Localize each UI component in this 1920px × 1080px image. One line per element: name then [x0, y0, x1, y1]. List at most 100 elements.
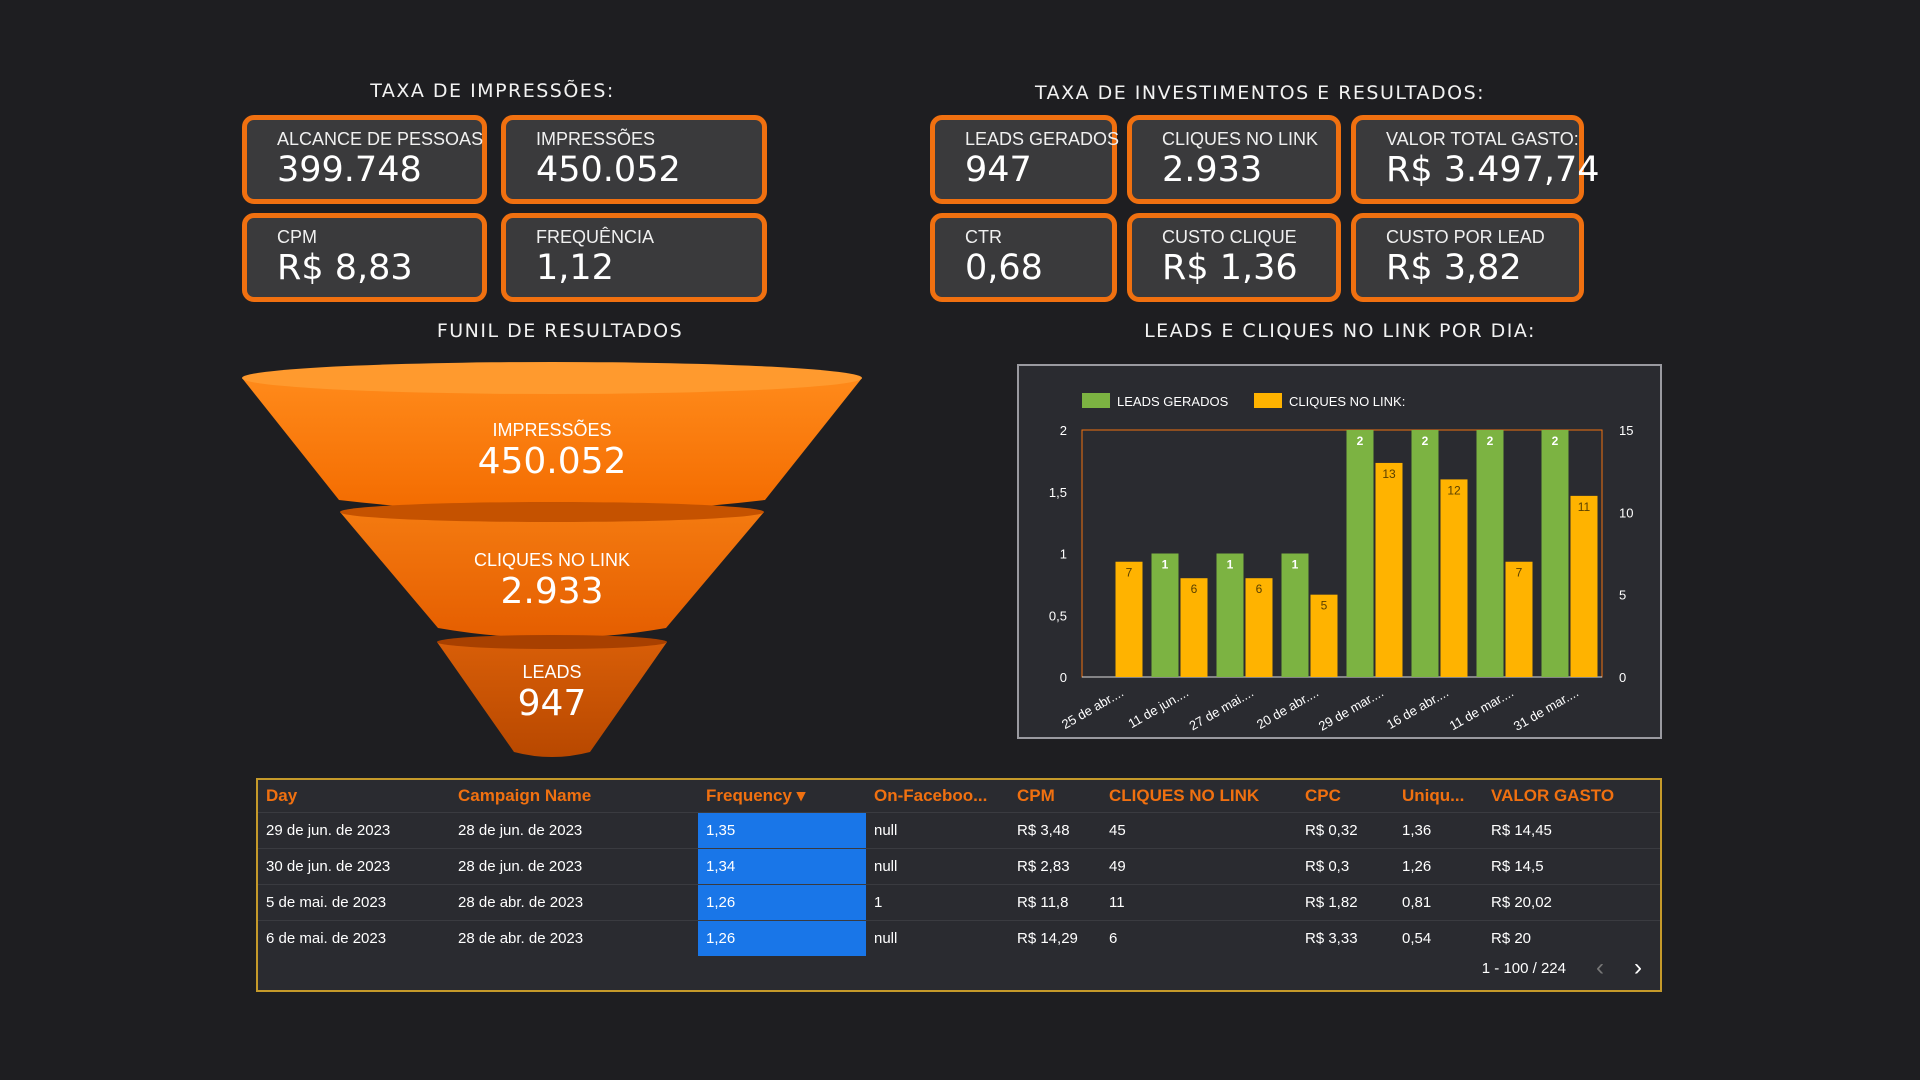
bar-cliques [1440, 479, 1468, 677]
bar-leads [1346, 430, 1374, 677]
pagination: 1 - 100 / 224 ‹ › [1482, 954, 1642, 982]
table-cell: 1 [866, 883, 1009, 920]
column-header[interactable]: Frequency ▾ [706, 785, 806, 805]
table-cell: 29 de jun. de 2023 [258, 811, 450, 848]
funnel-text-leads: LEADS 947 [412, 662, 692, 724]
bar-leads-label: 2 [1552, 434, 1559, 448]
column-header[interactable]: CLIQUES NO LINK [1109, 785, 1260, 805]
card-label: VALOR TOTAL GASTO: [1386, 129, 1579, 149]
y-left-tick-label: 0,5 [1049, 608, 1067, 623]
card-ctr: CTR 0,68 [930, 213, 1117, 302]
legend-swatch-cliques [1254, 393, 1282, 408]
bar-leads-label: 1 [1162, 558, 1169, 572]
card-label: FREQUÊNCIA [536, 227, 655, 247]
funnel-tier-impressoes [242, 378, 862, 513]
table-cell: 30 de jun. de 2023 [258, 847, 450, 884]
bar-cliques [1310, 594, 1338, 677]
bar-cliques-label: 6 [1256, 582, 1263, 596]
table-cell: R$ 14,5 [1483, 847, 1660, 884]
section-title-funil: FUNIL DE RESULTADOS [436, 320, 684, 342]
funnel-text-cliques: CLIQUES NO LINK 2.933 [412, 550, 692, 612]
bar-cliques-label: 11 [1578, 500, 1591, 514]
table-cell: 28 de abr. de 2023 [450, 919, 698, 956]
table-row[interactable]: 29 de jun. de 2023 28 de jun. de 2023 1,35… [258, 811, 1660, 848]
table-cell: 28 de jun. de 2023 [450, 847, 698, 884]
funnel-value: 2.933 [500, 571, 604, 612]
card-label: LEADS GERADOS [965, 129, 1120, 149]
table-cell: 1,26 [698, 883, 866, 920]
x-tick-label: 16 de abr.... [1384, 685, 1451, 732]
funnel-value: 450.052 [477, 441, 627, 482]
bar-cliques [1505, 561, 1533, 677]
column-header[interactable]: CPC [1305, 785, 1341, 805]
card-value: 450.052 [536, 150, 681, 190]
bar-cliques-label: 7 [1126, 566, 1133, 580]
card-frequencia: FREQUÊNCIA 1,12 [501, 213, 767, 302]
card-cliques-link: CLIQUES NO LINK 2.933 [1127, 115, 1341, 204]
card-value: 1,12 [536, 248, 614, 288]
bar-leads [1541, 430, 1569, 677]
card-label: CUSTO CLIQUE [1162, 227, 1297, 247]
campaign-table: Day Campaign Name Frequency ▾ On-Faceboo...… [256, 778, 1662, 992]
funnel-tier-leads [437, 642, 667, 757]
funnel-tier-low-rim [437, 635, 667, 649]
table-header-row: Day Campaign Name Frequency ▾ On-Faceboo...… [258, 780, 1660, 812]
next-page-icon[interactable]: › [1634, 954, 1642, 981]
column-header[interactable]: CPM [1017, 785, 1055, 805]
y-right-tick-label: 5 [1619, 588, 1626, 603]
table-cell: R$ 3,33 [1297, 919, 1394, 956]
table-row[interactable]: 5 de mai. de 2023 28 de abr. de 2023 1,26 1… [258, 883, 1660, 920]
bar-cliques [1375, 462, 1403, 677]
card-leads-gerados: LEADS GERADOS 947 [930, 115, 1120, 204]
card-value: 947 [965, 150, 1032, 190]
bar-cliques-label: 6 [1191, 582, 1198, 596]
column-header[interactable]: VALOR GASTO [1491, 785, 1615, 805]
card-value: 2.933 [1162, 150, 1263, 190]
table-cell: 1,34 [698, 847, 866, 884]
bar-cliques-label: 5 [1321, 599, 1328, 613]
column-header[interactable]: On-Faceboo... [874, 785, 988, 805]
y-left-tick-label: 0 [1060, 670, 1067, 685]
column-header[interactable]: Day [266, 785, 298, 805]
table-cell: null [866, 847, 1009, 884]
section-title-impressoes: TAXA DE IMPRESSÕES: [370, 80, 615, 102]
table-cell: R$ 0,32 [1297, 811, 1394, 848]
funnel-tier-mid-rim [340, 502, 764, 522]
table-row[interactable]: 30 de jun. de 2023 28 de jun. de 2023 1,34… [258, 847, 1660, 884]
table-cell: 28 de jun. de 2023 [450, 811, 698, 848]
card-label: CTR [965, 227, 1002, 247]
chart-svg: LEADS GERADOS CLIQUES NO LINK: 0 0,5 1 1,5 2 0 5… [1049, 393, 1633, 734]
legend-swatch-leads [1082, 393, 1110, 408]
table-row[interactable]: 6 de mai. de 2023 28 de abr. de 2023 1,26 n… [258, 919, 1660, 956]
bar-leads [1411, 430, 1439, 677]
table-cell: R$ 2,83 [1009, 847, 1101, 884]
card-value: 0,68 [965, 248, 1043, 288]
table-cell: null [866, 919, 1009, 956]
bar-cliques [1245, 578, 1273, 677]
funnel-value: 947 [517, 683, 587, 724]
table-cell: 11 [1101, 883, 1297, 920]
column-header[interactable]: Campaign Name [458, 785, 592, 805]
card-valor-total: VALOR TOTAL GASTO: R$ 3.497,74 [1351, 115, 1600, 204]
bar-leads-label: 2 [1487, 434, 1494, 448]
column-header[interactable]: Uniqu... [1402, 785, 1465, 805]
table-cell: R$ 3,48 [1009, 811, 1101, 848]
leads-cliques-chart: LEADS GERADOS CLIQUES NO LINK: 0 0,5 1 1,5 2 0 5… [1017, 364, 1662, 739]
funnel-tier-cliques [340, 512, 764, 638]
table-cell: R$ 11,8 [1009, 883, 1101, 920]
table-cell: 1,35 [698, 811, 866, 848]
table-cell: 6 [1101, 919, 1297, 956]
table-cell: R$ 14,29 [1009, 919, 1101, 956]
card-label: ALCANCE DE PESSOAS [277, 129, 484, 149]
prev-page-icon[interactable]: ‹ [1596, 954, 1604, 981]
funnel-label: CLIQUES NO LINK [473, 550, 631, 570]
card-value: R$ 3.497,74 [1386, 150, 1600, 190]
bar-cliques [1115, 561, 1143, 677]
card-cpm: CPM R$ 8,83 [242, 213, 487, 302]
y-right-tick-label: 15 [1619, 423, 1633, 438]
bar-leads-label: 1 [1227, 558, 1234, 572]
x-tick-label: 27 de mai.... [1187, 685, 1256, 734]
table-cell: 1,26 [1394, 847, 1483, 884]
table-cell: 1,36 [1394, 811, 1483, 848]
x-tick-label: 11 de mar.... [1447, 685, 1516, 734]
